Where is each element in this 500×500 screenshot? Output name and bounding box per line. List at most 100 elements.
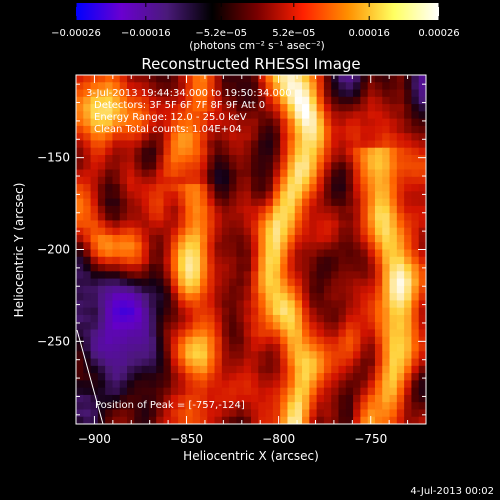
- heatmap-cell: [345, 329, 354, 338]
- heatmap-cell: [214, 176, 223, 185]
- heatmap-cell: [411, 380, 420, 389]
- heatmap-cell: [418, 351, 426, 360]
- heatmap-cell: [294, 125, 303, 134]
- heatmap-cell: [178, 169, 186, 178]
- heatmap-cell: [280, 242, 288, 250]
- heatmap-cell: [360, 285, 369, 294]
- heatmap-cell: [141, 154, 150, 163]
- heatmap-cell: [258, 89, 267, 98]
- heatmap-cell: [272, 293, 281, 301]
- heatmap-cell: [163, 140, 172, 149]
- heatmap-cell: [243, 373, 252, 381]
- heatmap-cell: [316, 344, 325, 352]
- heatmap-cell: [243, 322, 252, 330]
- heatmap-cell: [309, 307, 318, 316]
- heatmap-cell: [83, 242, 92, 250]
- heatmap-cell: [192, 176, 201, 185]
- heatmap-cell: [418, 82, 426, 91]
- heatmap-cell: [199, 373, 208, 381]
- heatmap-cell: [302, 242, 310, 250]
- heatmap-cell: [199, 125, 208, 134]
- heatmap-cell: [83, 140, 92, 149]
- heatmap-cell: [382, 82, 391, 91]
- heatmap-cell: [207, 234, 216, 243]
- heatmap-cell: [221, 242, 230, 250]
- heatmap-cell: [280, 213, 288, 221]
- heatmap-cell: [112, 125, 121, 134]
- heatmap-cell: [294, 242, 303, 250]
- heatmap-cell: [367, 329, 376, 338]
- heatmap-cell: [199, 154, 208, 163]
- heatmap-cell: [360, 373, 369, 381]
- heatmap-cell: [353, 184, 361, 192]
- heatmap-cell: [294, 104, 303, 112]
- heatmap-cell: [309, 373, 318, 381]
- heatmap-cell: [236, 162, 245, 171]
- heatmap-cell: [112, 264, 121, 272]
- heatmap-cell: [185, 344, 194, 352]
- heatmap-cell: [199, 256, 208, 265]
- heatmap-cell: [294, 293, 303, 301]
- heatmap-cell: [338, 169, 347, 178]
- heatmap-cell: [134, 264, 143, 272]
- heatmap-cell: [331, 147, 339, 156]
- heatmap-cell: [302, 82, 310, 91]
- heatmap-cell: [367, 336, 376, 345]
- heatmap-cell: [331, 169, 339, 178]
- heatmap-cell: [236, 365, 245, 374]
- heatmap-cell: [418, 278, 426, 287]
- heatmap-cell: [316, 293, 325, 301]
- heatmap-cell: [382, 213, 391, 221]
- heatmap-cell: [316, 329, 325, 338]
- heatmap-cell: [221, 111, 230, 120]
- heatmap-cell: [265, 118, 274, 127]
- heatmap-cell: [374, 125, 383, 134]
- heatmap-cell: [323, 82, 332, 91]
- heatmap-cell: [389, 344, 398, 352]
- heatmap-cell: [367, 380, 376, 389]
- heatmap-cell: [90, 227, 99, 236]
- heatmap-cell: [192, 293, 201, 301]
- heatmap-cell: [374, 227, 383, 236]
- heatmap-cell: [272, 104, 281, 112]
- heatmap-cell: [323, 75, 332, 83]
- heatmap-cell: [360, 249, 369, 258]
- heatmap-cell: [76, 147, 84, 156]
- heatmap-cell: [156, 344, 164, 352]
- heatmap-cell: [112, 394, 121, 403]
- heatmap-cell: [382, 300, 391, 309]
- heatmap-cell: [243, 191, 252, 200]
- heatmap-cell: [331, 416, 339, 424]
- heatmap-cell: [251, 118, 259, 127]
- heatmap-cell: [345, 351, 354, 360]
- heatmap-cell: [360, 358, 369, 367]
- heatmap-cell: [294, 336, 303, 345]
- heatmap-cell: [353, 387, 361, 396]
- heatmap-cell: [367, 162, 376, 171]
- heatmap-cell: [221, 118, 230, 127]
- heatmap-cell: [280, 191, 288, 200]
- heatmap-cell: [199, 89, 208, 98]
- heatmap-cell: [83, 264, 92, 272]
- heatmap-cell: [178, 140, 186, 149]
- heatmap-cell: [353, 140, 361, 149]
- heatmap-cell: [178, 256, 186, 265]
- heatmap-cell: [199, 227, 208, 236]
- heatmap-cell: [148, 96, 157, 105]
- heatmap-cell: [221, 336, 230, 345]
- heatmap-cell: [389, 234, 398, 243]
- heatmap-cell: [192, 191, 201, 200]
- heatmap-cell: [192, 140, 201, 149]
- heatmap-cell: [345, 184, 354, 192]
- heatmap-cell: [280, 271, 288, 280]
- heatmap-cell: [90, 96, 99, 105]
- heatmap-cell: [83, 314, 92, 323]
- heatmap-cell: [185, 329, 194, 338]
- heatmap-cell: [374, 351, 383, 360]
- heatmap-cell: [221, 176, 230, 185]
- y-tick-labels: −250−200−150: [37, 151, 70, 349]
- heatmap-cell: [76, 213, 84, 221]
- heatmap-cell: [280, 394, 288, 403]
- heatmap-cell: [374, 89, 383, 98]
- heatmap-cell: [331, 111, 339, 120]
